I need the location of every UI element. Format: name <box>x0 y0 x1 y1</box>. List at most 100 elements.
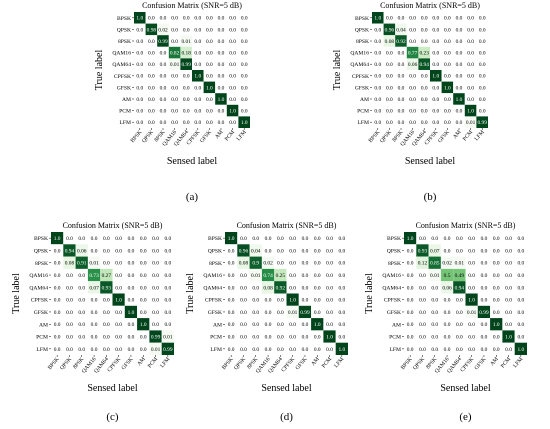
heatmap-cell <box>225 330 238 343</box>
cell-value-label: 0.0 <box>160 51 167 57</box>
cell-value-label: 0.0 <box>432 39 439 45</box>
cell-value-label: 0.0 <box>183 97 190 103</box>
heatmap-cell <box>395 104 407 117</box>
cell-value-label: 0.0 <box>444 120 451 126</box>
y-tick-label: QAM64 <box>112 62 131 68</box>
x-tick-label: PCM <box>224 129 236 142</box>
heatmap-cell <box>416 342 429 355</box>
cell-value-label: 0.0 <box>493 236 500 242</box>
heatmap-cell <box>261 268 275 282</box>
heatmap-cell <box>453 244 466 257</box>
cell-value-label: 0.0 <box>338 310 345 316</box>
heatmap-cell <box>149 293 162 306</box>
cell-value-label: 1.0 <box>338 347 345 353</box>
heatmap-cell <box>286 232 299 245</box>
cell-value-label: 0.0 <box>386 51 393 57</box>
y-tick-label: PCM <box>389 335 401 341</box>
heatmap-cell <box>87 342 101 355</box>
cell-value-label: 0.0 <box>152 298 159 304</box>
cell-value-label: 0.0 <box>229 74 236 80</box>
x-tick-label: LFM <box>159 356 171 369</box>
cell-value-label: 0.0 <box>66 334 73 340</box>
cell-value-label: 0.0 <box>206 74 213 80</box>
heatmap-cell <box>87 232 101 245</box>
cell-value-label: 0.0 <box>444 298 451 304</box>
heatmap-cell <box>311 342 324 355</box>
heatmap-cell <box>157 70 169 82</box>
x-tick-label: QPSK <box>412 356 426 371</box>
cell-value-label: 0.0 <box>183 27 190 33</box>
heatmap-cell <box>430 58 442 70</box>
cell-value-label: 0.0 <box>103 261 110 267</box>
heatmap-cell <box>215 104 227 117</box>
heatmap-cell <box>203 58 216 70</box>
cell-value-label: 0.08 <box>239 261 249 267</box>
cell-value-label: 0.94 <box>455 285 465 291</box>
heatmap-cell <box>87 330 101 343</box>
cell-value-label: 0.0 <box>444 74 451 80</box>
cell-value-label: 0.0 <box>171 109 178 115</box>
x-tick-label: CPFSK <box>460 356 476 373</box>
cell-value-label: 0.0 <box>277 322 284 328</box>
cell-value-label: 0.0 <box>419 334 426 340</box>
heatmap-cell <box>100 318 113 331</box>
cell-value-label: 0.0 <box>103 248 110 254</box>
cell-value-label: 0.0 <box>229 62 236 68</box>
cell-value-label: 0.04 <box>251 248 261 254</box>
heatmap-cell <box>416 305 429 319</box>
heatmap-cell <box>453 268 466 282</box>
heatmap-cell <box>335 342 348 355</box>
cell-value-label: 0.0 <box>218 109 225 115</box>
confusion-matrix-panel-4: Confusion Matrix (SNR=5 dB) 1.0 0.0 0.0 0.0 0… <box>185 221 348 423</box>
cell-value-label: 0.0 <box>140 347 147 353</box>
heatmap-cell <box>453 58 465 70</box>
cell-value-label: 0.07 <box>430 248 440 254</box>
cell-value-label: 0.0 <box>374 109 381 115</box>
heatmap-cell <box>416 330 429 343</box>
heatmap-cell <box>502 244 515 257</box>
heatmap-cell <box>465 330 478 343</box>
heatmap-cell <box>180 70 192 82</box>
cell-value-label: 0.0 <box>140 334 147 340</box>
chart-title: Confusion Matrix (SNR=5 dB) <box>237 221 337 230</box>
heatmap-cell <box>145 81 158 94</box>
cell-value-label: 0.0 <box>326 261 333 267</box>
cell-value-label: 0.0 <box>206 51 213 57</box>
cell-value-label: 0.0 <box>164 248 171 254</box>
y-tick-label: GFSK <box>34 310 48 316</box>
heatmap-cell <box>225 268 238 282</box>
cell-value-label: 0.0 <box>128 248 135 254</box>
cell-value-label: 0.0 <box>421 85 428 91</box>
y-tick-label: PCM <box>36 335 48 341</box>
cell-value-label: 0.0 <box>91 310 98 316</box>
x-tick-label: PCM <box>147 356 159 369</box>
heatmap-cell <box>261 330 275 343</box>
heatmap-cell <box>157 35 169 47</box>
heatmap-cell <box>453 293 466 306</box>
y-tick-label: AM <box>122 97 131 103</box>
cell-value-label: 0.49 <box>455 273 465 279</box>
heatmap-cell <box>249 305 262 319</box>
cell-value-label: 0.0 <box>206 97 213 103</box>
heatmap-cell <box>440 268 454 282</box>
cell-value-label: 0.0 <box>456 16 463 22</box>
heatmap-cell <box>395 116 407 128</box>
cell-value-label: 0.0 <box>160 16 167 22</box>
cell-value-label: 0.0 <box>467 62 474 68</box>
cell-value-label: 0.0 <box>241 16 248 22</box>
cell-value-label: 0.0 <box>241 97 248 103</box>
cell-value-label: 0.0 <box>386 97 393 103</box>
cell-value-label: 0.9 <box>252 261 259 267</box>
cell-value-label: 0.0 <box>171 16 178 22</box>
panel-label: (e) <box>459 411 472 423</box>
heatmap-cell <box>477 281 491 294</box>
heatmap-cell <box>406 46 419 59</box>
cell-value-label: 0.0 <box>421 27 428 33</box>
heatmap-cell <box>465 268 478 282</box>
cell-value-label: 0.0 <box>326 322 333 328</box>
heatmap-cell <box>490 268 503 282</box>
cell-value-label: 0.0 <box>419 273 426 279</box>
cell-value-label: 0.0 <box>103 298 110 304</box>
cell-value-label: 0.0 <box>66 285 73 291</box>
